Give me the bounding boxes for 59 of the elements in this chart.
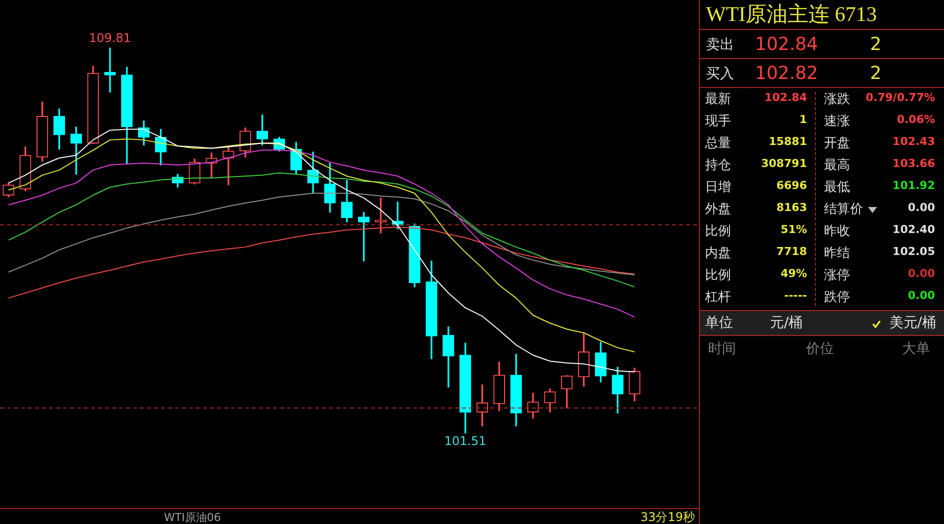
text: 102.84 <box>764 91 807 104</box>
text: 涨跌 <box>824 91 850 108</box>
text: 跌停 <box>824 289 850 306</box>
text: 单位 <box>705 314 733 332</box>
text: 最高 <box>824 157 850 174</box>
text: 33分19秒 <box>640 509 695 524</box>
text: 美元/桶 <box>889 314 936 332</box>
text: 102.82 <box>755 63 818 84</box>
text: 开盘 <box>824 135 850 152</box>
text: 买入 <box>706 65 734 83</box>
text: 杠杆 <box>705 289 731 306</box>
text: WTI原油主连 6713 <box>700 0 944 30</box>
text: 价位 <box>806 340 834 358</box>
text: 0.00 <box>908 201 935 214</box>
text: 比例 <box>705 223 731 240</box>
text: 最低 <box>824 179 850 196</box>
text: 102.84 <box>755 34 818 55</box>
text: 时间 <box>708 340 736 358</box>
annotation: 101.51 <box>444 434 486 448</box>
text: ----- <box>784 289 807 302</box>
text: 总量 <box>705 135 731 152</box>
text: 外盘 <box>705 201 731 218</box>
text: 102.05 <box>892 245 935 258</box>
text: 涨停 <box>824 267 850 284</box>
text: 持仓 <box>705 157 731 174</box>
text: 15881 <box>768 135 807 148</box>
text: 102.40 <box>892 223 935 236</box>
text: 卖出 <box>706 36 734 54</box>
text: 现手 <box>705 113 731 130</box>
text: 103.66 <box>892 157 935 170</box>
text: 元/桶 <box>770 314 803 332</box>
text: 6696 <box>776 179 807 192</box>
text: 2 <box>870 63 882 84</box>
text: 昨收 <box>824 223 850 240</box>
text: 大单 <box>902 340 930 358</box>
text: 308791 <box>761 157 807 170</box>
text: 1 <box>799 113 807 126</box>
text: 昨结 <box>824 245 850 262</box>
text: 日增 <box>705 179 731 196</box>
text: 最新 <box>705 91 731 108</box>
text: 0.00 <box>908 289 935 302</box>
text: 101.92 <box>892 179 935 192</box>
text: 49% <box>780 267 807 280</box>
text: 2 <box>870 34 882 55</box>
text: 0.79/0.77% <box>866 91 935 104</box>
annotation: 109.81 <box>88 31 131 46</box>
candlestick <box>104 48 116 92</box>
text: 速涨 <box>824 113 850 130</box>
text: 0.00 <box>908 267 935 280</box>
text: 7718 <box>776 245 807 258</box>
text: 102.43 <box>892 135 935 148</box>
text: 内盘 <box>705 245 731 262</box>
text: 结算价 <box>824 201 863 218</box>
text: 51% <box>780 223 807 236</box>
text: WTI原油06 <box>164 510 221 524</box>
text: 0.06% <box>896 113 935 126</box>
candlestick <box>222 146 234 186</box>
text: 比例 <box>705 267 731 284</box>
text: 8163 <box>776 201 807 214</box>
